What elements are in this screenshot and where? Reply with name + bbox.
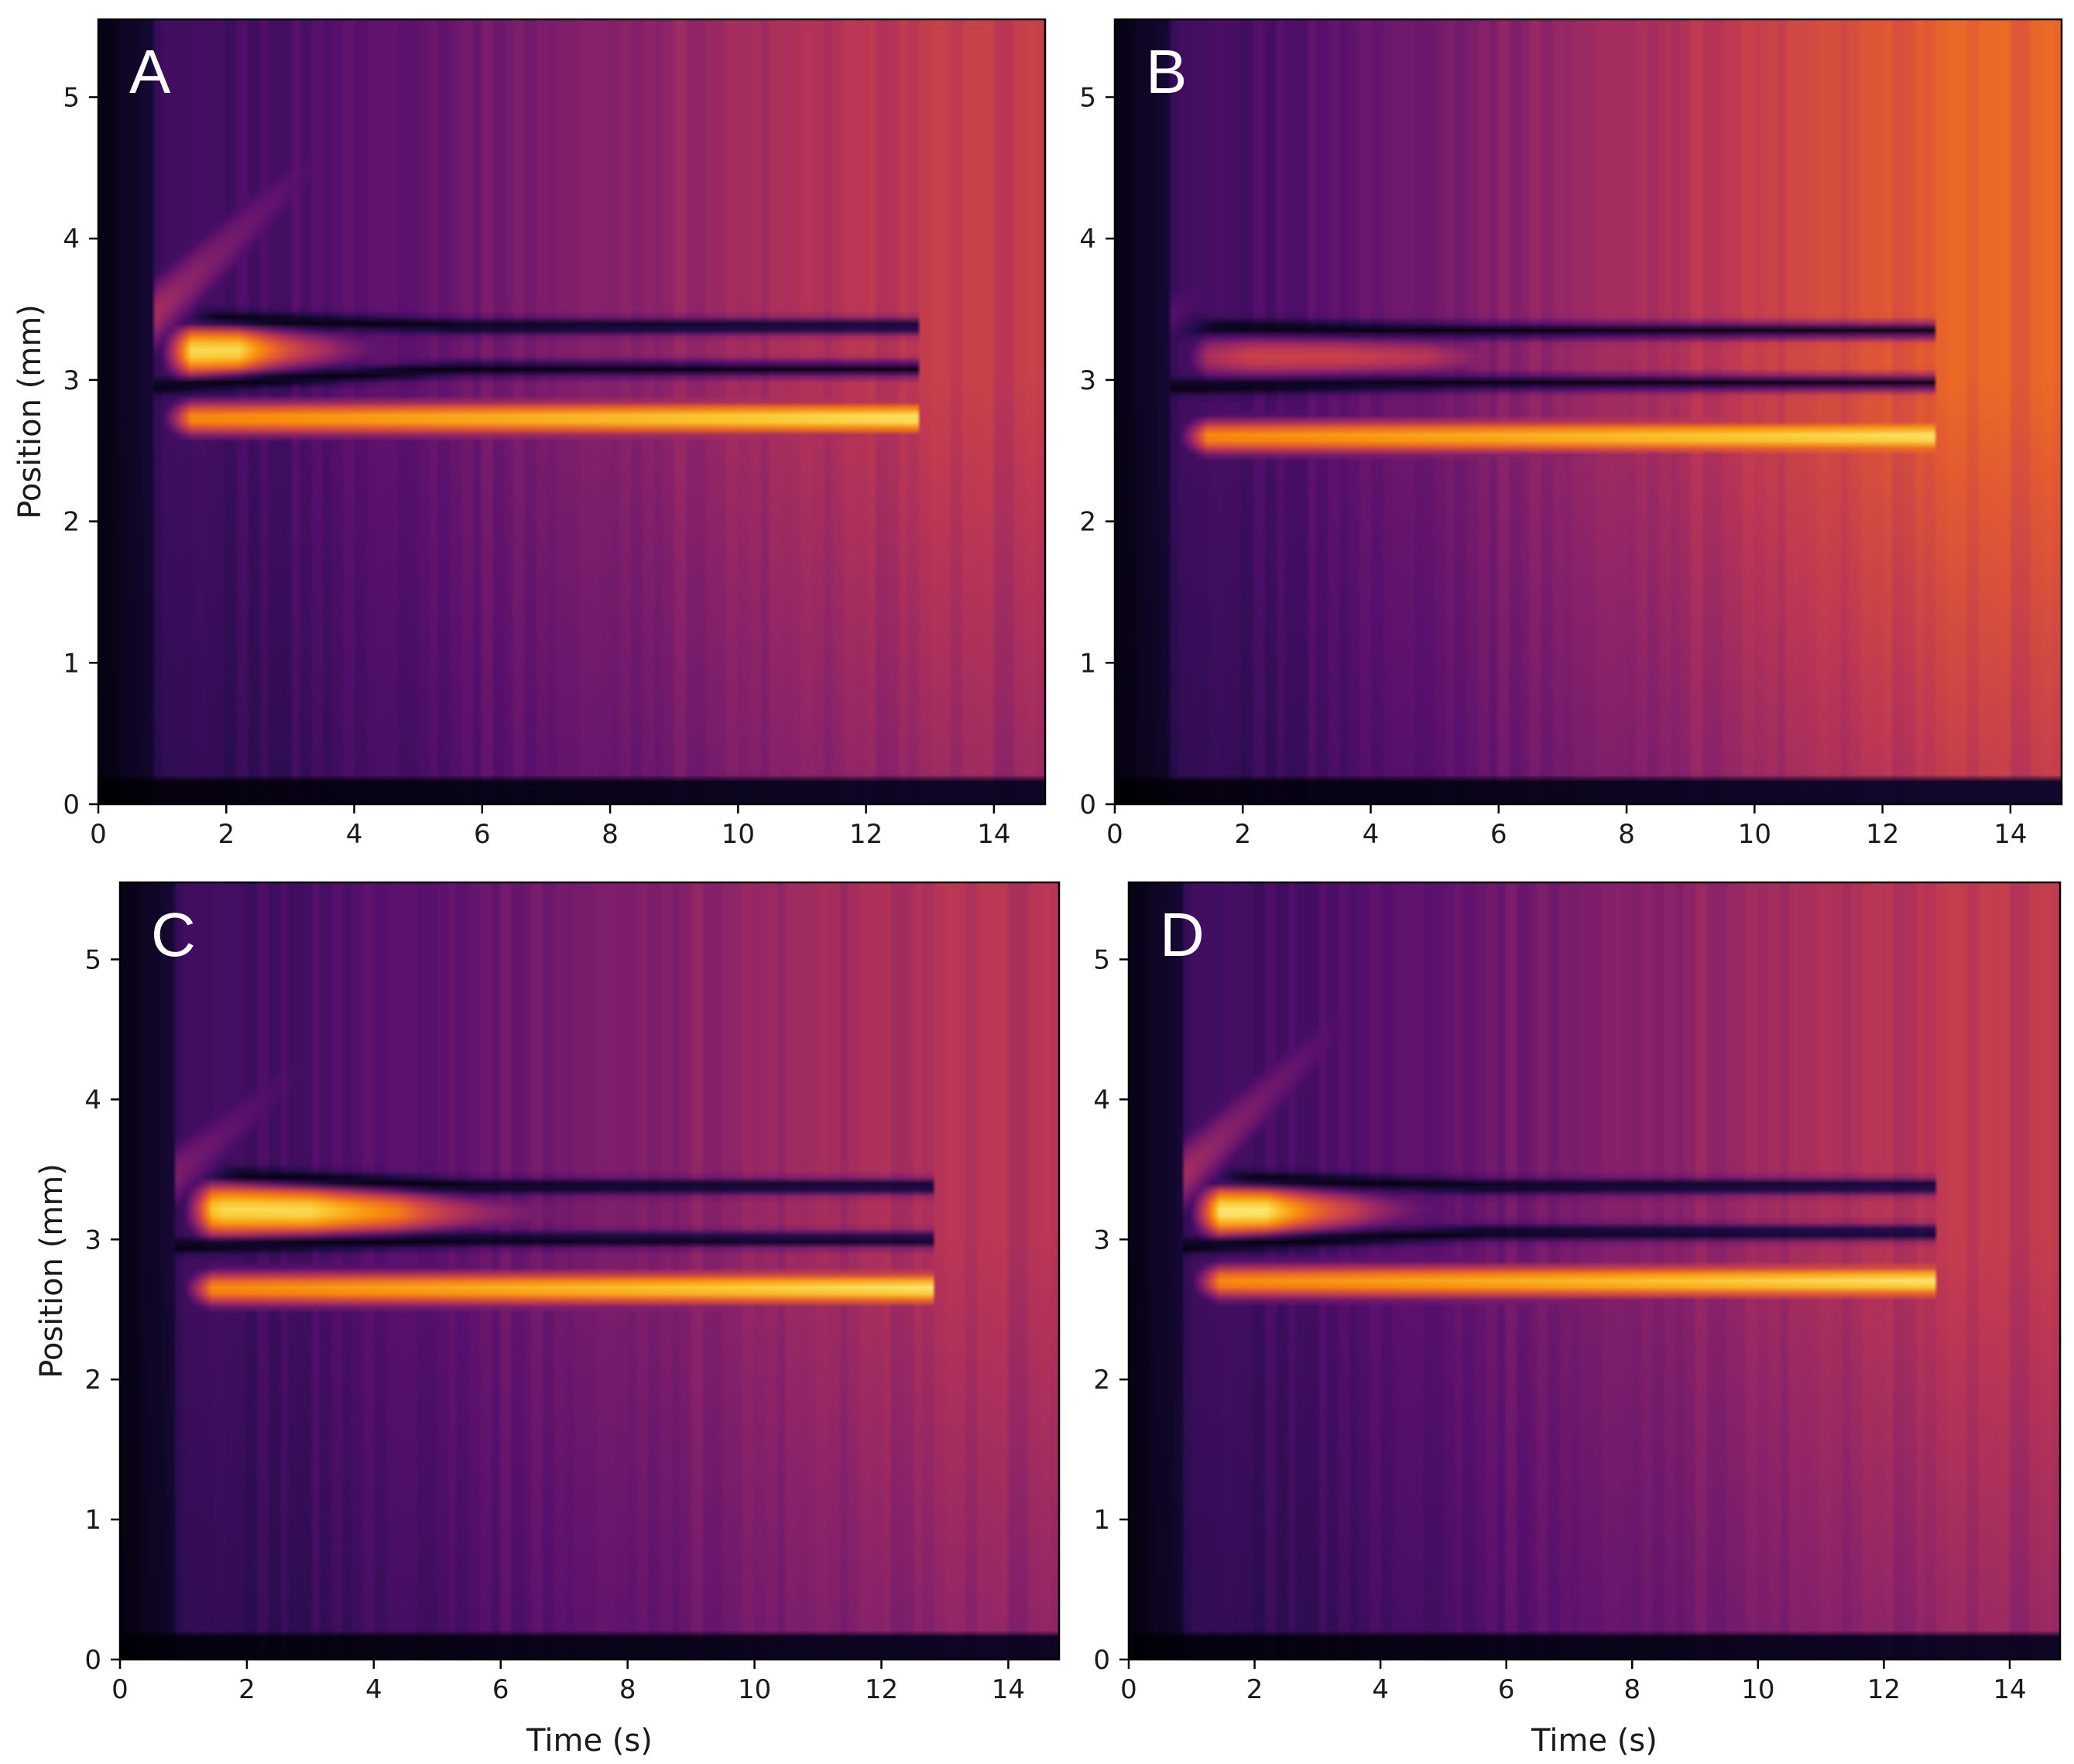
x-tick-label: 10	[1738, 819, 1771, 850]
x-tick-label: 4	[365, 1674, 382, 1705]
y-tick-label: 3	[63, 365, 80, 396]
x-tick-label: 4	[1363, 819, 1380, 850]
x-tick-label: 14	[1993, 1674, 2026, 1705]
y-tick-label: 0	[84, 1645, 101, 1676]
y-tick-label: 1	[63, 648, 80, 679]
panel-letter-b: B	[1146, 37, 1187, 106]
x-tick-label: 6	[474, 819, 491, 850]
x-tick-label: 14	[1993, 819, 2027, 850]
x-tick-label: 14	[992, 1674, 1025, 1705]
x-tick-label: 2	[238, 1674, 255, 1705]
y-tick-label: 5	[84, 944, 101, 975]
heatmap-image-a	[98, 19, 1045, 804]
y-tick-label: 2	[1093, 1365, 1110, 1396]
y-tick-label: 1	[1079, 648, 1096, 679]
x-tick-label: 0	[111, 1674, 129, 1705]
x-tick-label: 14	[977, 819, 1010, 850]
plot-frame-a	[97, 18, 1047, 806]
x-tick-label: 6	[1498, 1674, 1515, 1705]
x-tick-label: 2	[1234, 819, 1251, 850]
heatmap-image-d	[1129, 882, 2060, 1660]
plot-frame-b	[1113, 18, 2063, 806]
y-tick-label: 2	[63, 507, 80, 538]
x-tick-label: 12	[1866, 819, 1899, 850]
y-tick-label: 4	[84, 1084, 101, 1115]
x-tick-label: 8	[1618, 819, 1635, 850]
y-tick-label: 5	[1093, 944, 1110, 975]
x-tick-label: 8	[619, 1674, 636, 1705]
y-tick-label: 3	[84, 1225, 101, 1255]
x-tick-label: 10	[738, 1674, 771, 1705]
y-tick-label: 0	[1079, 790, 1096, 820]
x-tick-label: 8	[602, 819, 619, 850]
x-tick-label: 12	[849, 819, 883, 850]
y-axis-title-a: Position (mm)	[12, 304, 48, 519]
x-tick-label: 4	[346, 819, 363, 850]
panel-letter-a: A	[129, 37, 171, 106]
x-tick-label: 2	[218, 819, 235, 850]
y-tick-label: 1	[1093, 1505, 1110, 1536]
x-tick-label: 0	[1106, 819, 1123, 850]
x-tick-label: 8	[1623, 1674, 1640, 1705]
panel-letter-d: D	[1160, 900, 1205, 969]
y-tick-label: 0	[1093, 1645, 1110, 1676]
y-axis-title-c: Position (mm)	[34, 1163, 70, 1379]
y-tick-label: 5	[63, 82, 80, 113]
x-tick-label: 0	[1120, 1674, 1137, 1705]
x-tick-label: 6	[1490, 819, 1507, 850]
x-tick-label: 2	[1246, 1674, 1263, 1705]
y-tick-label: 4	[1079, 224, 1096, 255]
y-tick-label: 3	[1079, 365, 1096, 396]
y-tick-label: 5	[1079, 82, 1096, 113]
x-tick-label: 12	[865, 1674, 898, 1705]
heatmap-image-c	[120, 882, 1059, 1660]
panel-letter-c: C	[151, 900, 196, 969]
x-tick-label: 6	[492, 1674, 509, 1705]
x-tick-label: 12	[1867, 1674, 1901, 1705]
x-axis-title-d: Time (s)	[1531, 1723, 1657, 1759]
y-tick-label: 2	[84, 1365, 101, 1396]
x-tick-label: 10	[1741, 1674, 1774, 1705]
plot-frame-c	[118, 881, 1061, 1661]
y-tick-label: 3	[1093, 1225, 1110, 1255]
y-tick-label: 1	[84, 1505, 101, 1536]
heatmap-image-b	[1115, 19, 2062, 804]
x-axis-title-c: Time (s)	[526, 1723, 653, 1759]
x-tick-label: 0	[90, 819, 107, 850]
plot-frame-d	[1127, 881, 2062, 1661]
y-tick-label: 0	[63, 790, 80, 820]
x-tick-label: 10	[722, 819, 755, 850]
y-tick-label: 4	[1093, 1084, 1110, 1115]
x-tick-label: 4	[1372, 1674, 1389, 1705]
y-tick-label: 4	[63, 224, 80, 255]
y-tick-label: 2	[1079, 507, 1096, 538]
